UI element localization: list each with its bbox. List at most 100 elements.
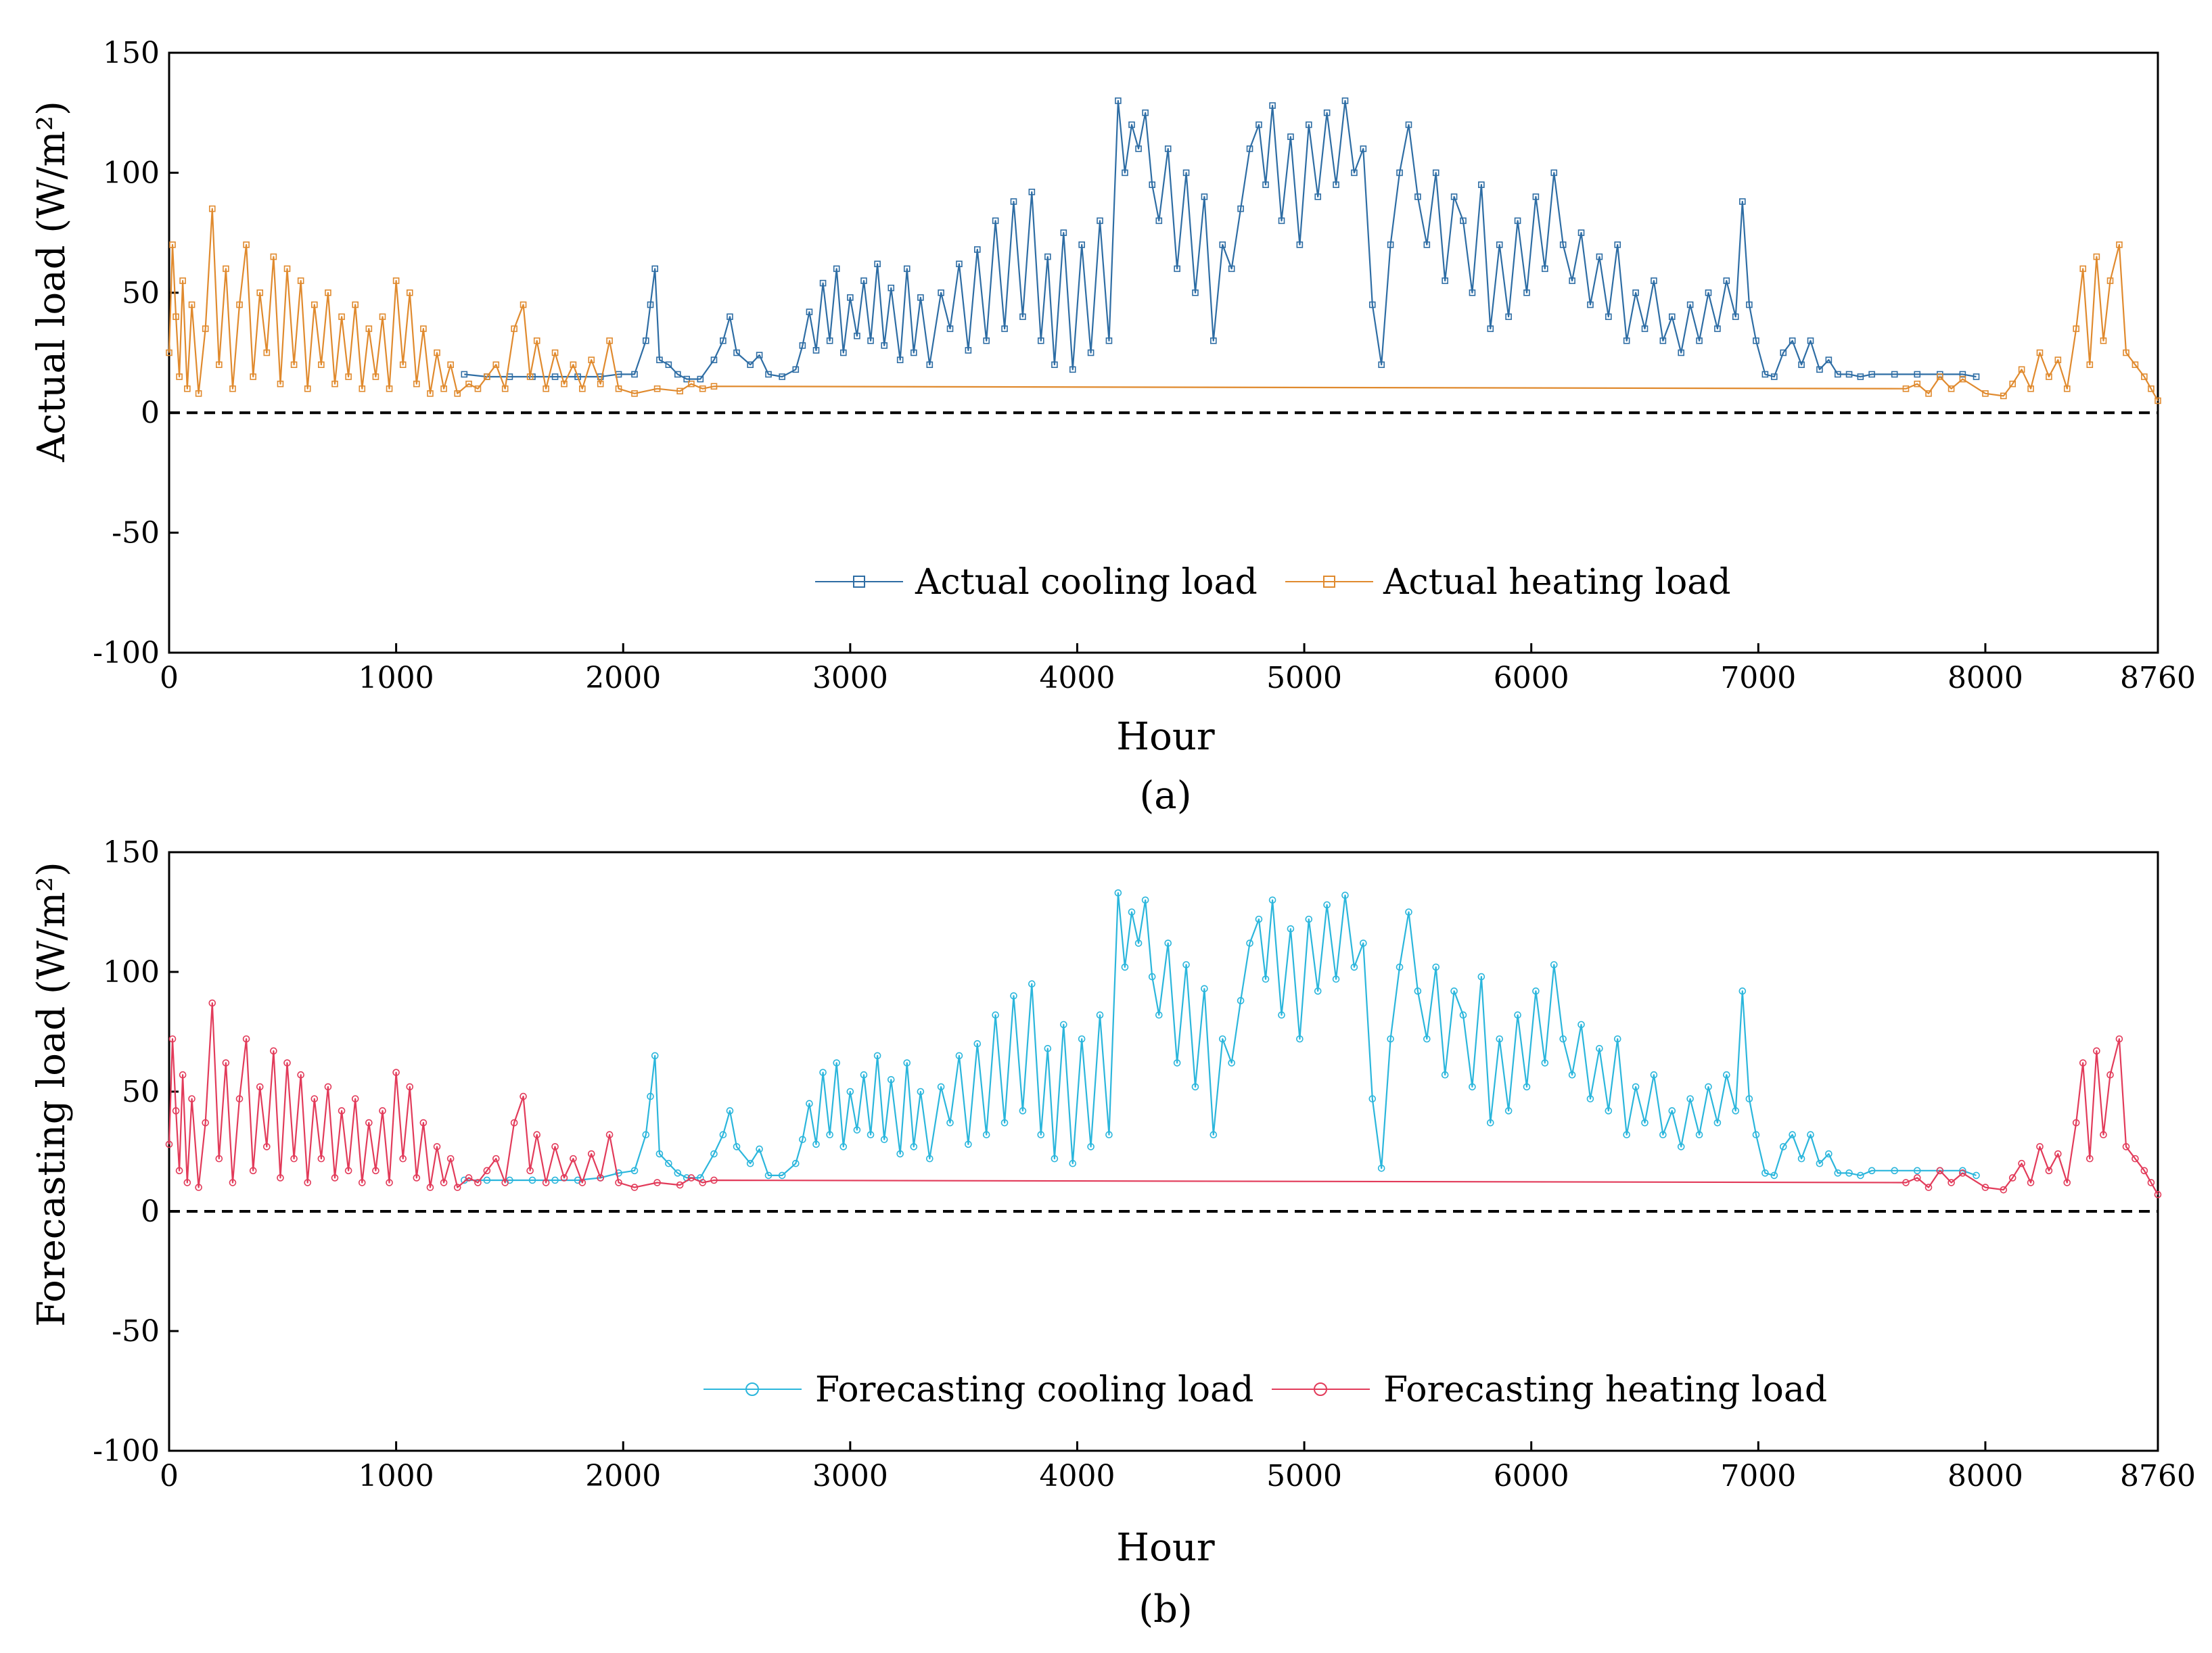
data-point [1651,277,1657,284]
data-point [1738,987,1747,995]
x-tick-label: 7000 [1720,1459,1796,1493]
x-tick-label: 1000 [359,661,434,695]
data-point [642,337,649,344]
data-point [665,1159,672,1167]
x-tick-label: 8760 [2120,661,2196,695]
data-point [2093,253,2100,260]
data-point [1114,889,1122,897]
data-point [873,1052,881,1060]
data-point [1789,337,1796,344]
data-point [674,1169,682,1177]
data-point [1650,1071,1658,1079]
data-point [520,1092,527,1100]
data-point [1087,349,1095,356]
data-point [1541,1059,1549,1067]
data-point [1577,1021,1585,1029]
data-point [1450,193,1458,200]
data-point [1037,1131,1045,1139]
data-point [1705,1083,1712,1091]
data-point [720,337,727,344]
data-point [778,1171,786,1180]
data-point [1305,915,1313,923]
data-point [570,1155,577,1163]
data-point [1360,145,1367,152]
x-tick-label: 3000 [812,1459,888,1493]
data-point [1296,1035,1304,1043]
data-point [526,373,534,380]
data-point [2079,1059,2087,1067]
data-point [1816,366,1823,373]
data-point [570,361,577,369]
data-point [2132,1155,2139,1163]
data-point [1096,1011,1104,1019]
data-point [1105,337,1113,344]
data-point [937,1083,945,1091]
x-tick-label: 4000 [1039,661,1115,695]
data-point [1019,1107,1027,1115]
data-point [2063,1179,2071,1186]
data-point [1659,337,1667,344]
data-point [1387,1035,1394,1043]
data-point [297,1071,304,1079]
data-point [799,1136,806,1144]
data-point [208,205,216,212]
data-point [1857,1171,1864,1180]
data-point [1192,289,1199,296]
data-point [2073,325,2079,332]
data-point [880,1136,888,1144]
data-point [2036,349,2044,356]
data-point [277,380,284,388]
data-point [420,325,427,332]
data-point [1632,1083,1640,1091]
data-point [1459,1011,1467,1019]
data-point [578,1179,586,1186]
data-point [665,361,672,369]
data-point [647,1092,654,1100]
data-point [338,313,345,321]
data-point [386,385,393,392]
data-point [2100,1131,2107,1139]
data-point [615,1169,622,1177]
data-point [351,1095,359,1102]
data-point [465,380,472,388]
data-point [2063,385,2071,392]
data-point [1948,1179,1955,1186]
data-point [1668,313,1676,321]
data-point [215,1155,223,1163]
data-point [1377,1164,1385,1172]
data-point [1714,325,1721,332]
data-point [169,241,176,248]
data-point [1746,301,1753,308]
data-point [887,1076,895,1084]
data-point [756,1145,763,1153]
data-point [1296,241,1304,248]
data-point [853,1126,861,1134]
data-point [926,361,934,369]
series-line-heating [168,208,2159,402]
data-point [365,325,373,332]
data-point [588,356,595,363]
data-point [615,385,622,392]
data-point [1069,1159,1077,1167]
data-point [587,1150,595,1158]
data-point [1695,1131,1703,1139]
data-point [483,1176,491,1184]
data-point [1807,1131,1814,1139]
y-tick-label: 50 [122,1075,160,1109]
data-point [1010,992,1017,1000]
data-point [1028,188,1036,195]
data-point [1779,1143,1787,1150]
data-point [2116,241,2123,248]
data-point [208,999,216,1007]
data-point [501,385,509,392]
data-point [1732,313,1739,321]
x-tick-label: 0 [160,661,179,695]
data-point [1164,939,1172,947]
data-point [1713,1119,1722,1127]
data-point [1405,908,1412,916]
x-tick-label: 1000 [359,1459,434,1493]
data-point [325,289,331,296]
data-point [1780,349,1787,356]
data-point [1028,980,1036,987]
data-point [812,347,820,354]
